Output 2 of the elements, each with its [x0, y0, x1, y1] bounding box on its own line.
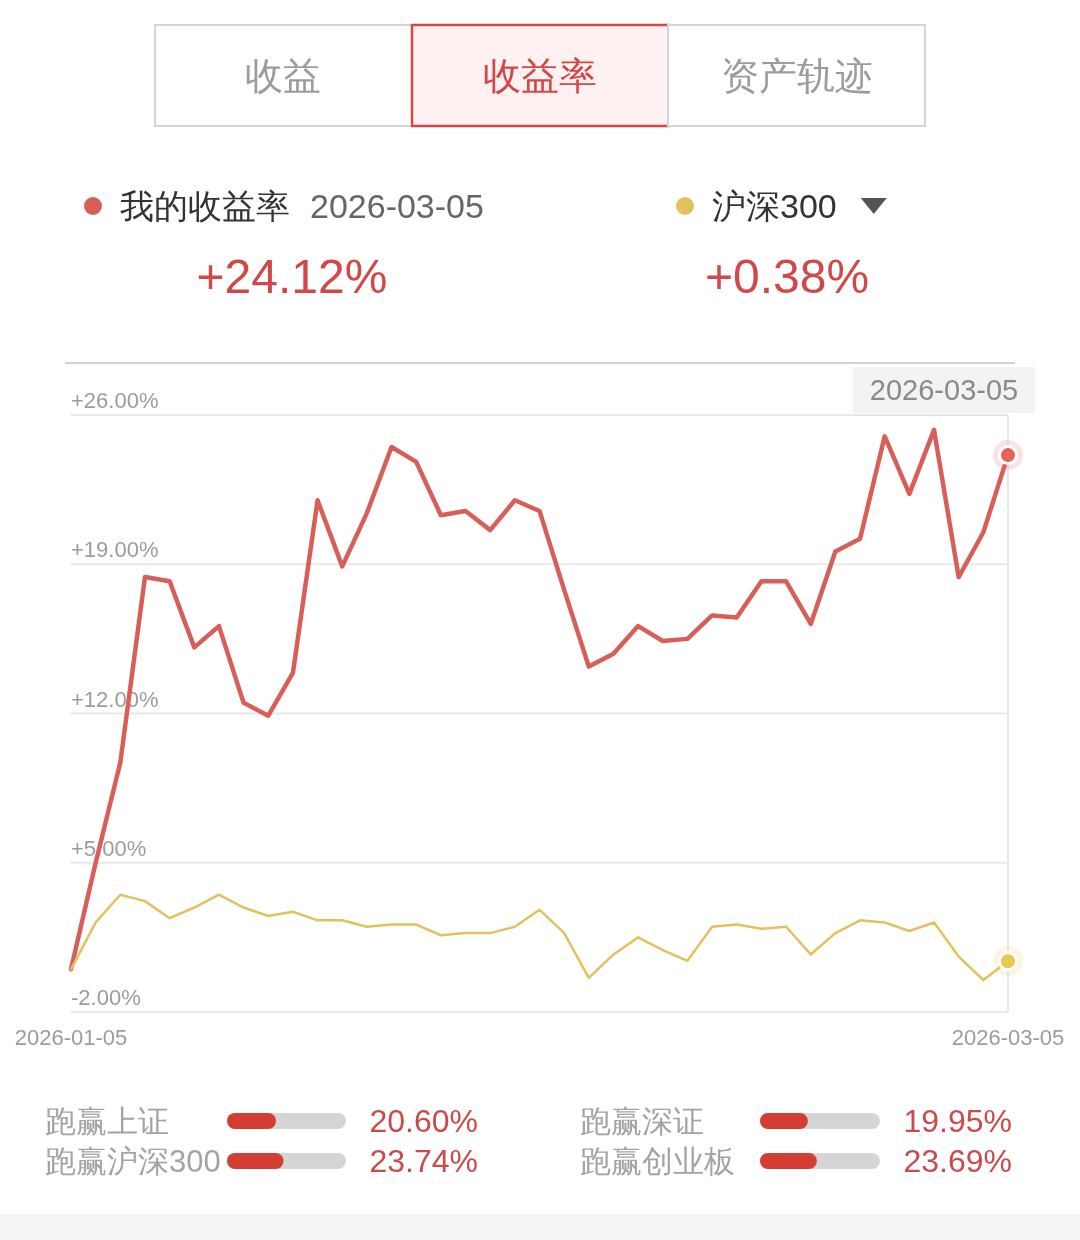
- legend-label: 沪深300: [712, 187, 837, 225]
- legend-label: 我的收益率: [120, 187, 290, 225]
